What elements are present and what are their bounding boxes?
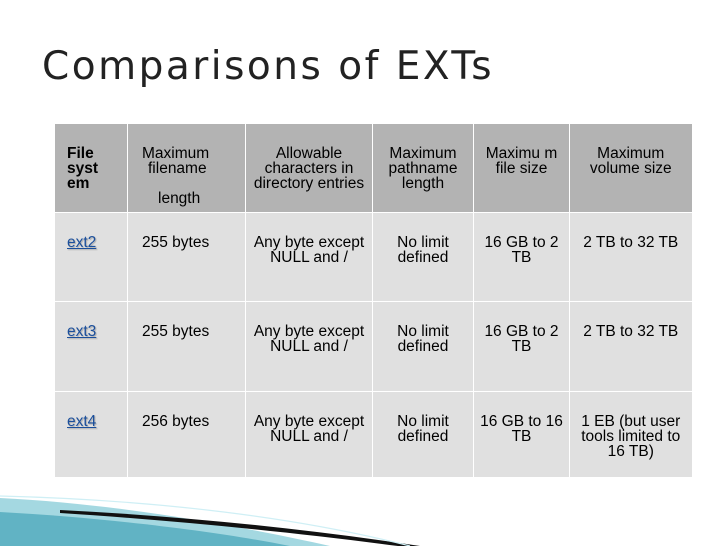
cell-max-filename: 256 bytes bbox=[127, 391, 246, 477]
fs-link-ext4[interactable]: ext4 bbox=[67, 413, 97, 430]
table-row: ext2 255 bytes Any byte except NULL and … bbox=[54, 212, 692, 302]
header-file-system: File syst em bbox=[54, 124, 128, 213]
cell-allowable: Any byte except NULL and / bbox=[245, 212, 373, 302]
cell-allowable: Any byte except NULL and / bbox=[245, 301, 373, 392]
swoosh-dark-line bbox=[60, 510, 420, 546]
cell-max-volume-size: 2 TB to 32 TB bbox=[569, 212, 692, 302]
table-row: ext3 255 bytes Any byte except NULL and … bbox=[54, 301, 692, 392]
header-max-filename: Maximum filename length bbox=[127, 124, 246, 213]
ext-comparison-table: File syst em Maximum filename length All… bbox=[54, 124, 692, 477]
cell-max-file-size: 16 GB to 16 TB bbox=[473, 391, 570, 477]
table-row: ext4 256 bytes Any byte except NULL and … bbox=[54, 391, 692, 477]
fs-link-ext3[interactable]: ext3 bbox=[67, 323, 97, 340]
header-max-file-size: Maximu m file size bbox=[473, 124, 570, 213]
swoosh-light-line bbox=[0, 495, 411, 546]
cell-max-volume-size: 1 EB (but user tools limited to 16 TB) bbox=[569, 391, 692, 477]
cell-max-filename: 255 bytes bbox=[127, 212, 246, 302]
cell-max-filename: 255 bytes bbox=[127, 301, 246, 392]
cell-max-file-size: 16 GB to 2 TB bbox=[473, 301, 570, 392]
cell-max-pathname: No limit defined bbox=[372, 391, 474, 477]
cell-max-pathname: No limit defined bbox=[372, 212, 474, 302]
cell-max-file-size: 16 GB to 2 TB bbox=[473, 212, 570, 302]
header-max-filename-line1: Maximum bbox=[142, 145, 210, 162]
table-header-row: File syst em Maximum filename length All… bbox=[54, 124, 692, 213]
header-allowable-characters: Allowable characters in directory entrie… bbox=[245, 124, 373, 213]
header-max-filename-line2: filename bbox=[148, 160, 207, 177]
cell-max-volume-size: 2 TB to 32 TB bbox=[569, 301, 692, 392]
fs-link-ext2[interactable]: ext2 bbox=[67, 234, 97, 251]
slide-title: Comparisons of EXTs bbox=[42, 44, 495, 89]
header-max-volume-size: Maximum volume size bbox=[569, 124, 692, 213]
swoosh-teal-front bbox=[0, 512, 290, 546]
header-max-filename-line3: length bbox=[158, 190, 201, 207]
decorative-swoosh bbox=[0, 495, 420, 546]
cell-max-pathname: No limit defined bbox=[372, 301, 474, 392]
swoosh-teal-back bbox=[0, 498, 330, 546]
cell-allowable: Any byte except NULL and / bbox=[245, 391, 373, 477]
header-max-pathname: Maximum pathname length bbox=[372, 124, 474, 213]
